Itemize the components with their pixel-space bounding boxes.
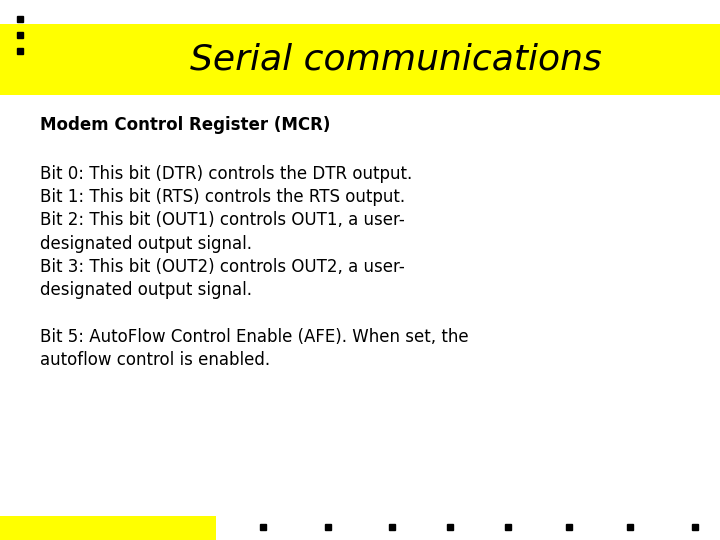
Bar [0, 24, 720, 94]
Text: Modem Control Register (MCR): Modem Control Register (MCR) [40, 116, 330, 134]
Text: Serial communications: Serial communications [190, 43, 602, 76]
Bar [0, 516, 216, 540]
Text: Bit 0: This bit (DTR) controls the DTR output.
Bit 1: This bit (RTS) controls th: Bit 0: This bit (DTR) controls the DTR o… [40, 165, 468, 369]
